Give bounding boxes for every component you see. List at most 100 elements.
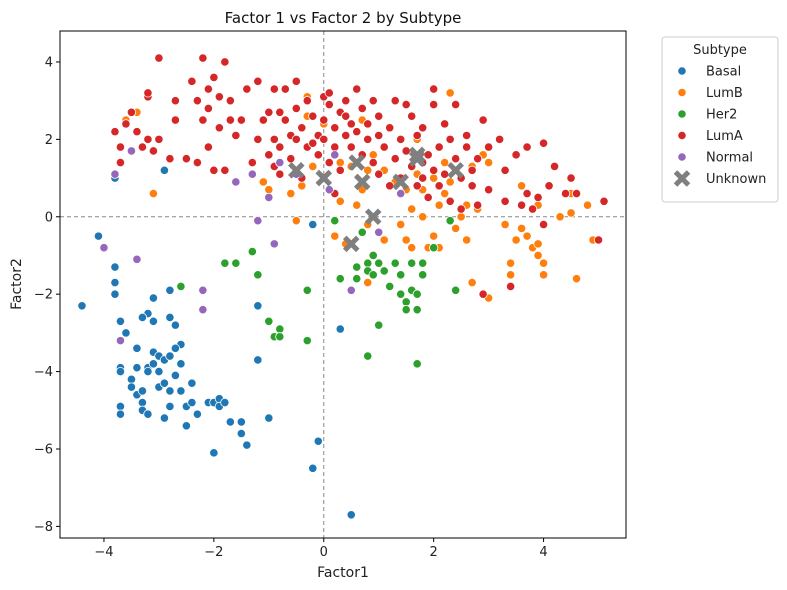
legend: Subtype Basal LumB Her2 LumA Normal Unknown xyxy=(661,36,779,203)
data-point-luma xyxy=(440,169,450,179)
data-point-luma xyxy=(423,150,433,160)
data-point-luma xyxy=(407,111,417,121)
data-point-luma xyxy=(527,204,538,214)
data-point-luma xyxy=(341,111,351,121)
data-point-luma xyxy=(137,142,148,152)
data-point-basal xyxy=(181,421,191,431)
data-point-basal xyxy=(137,397,148,408)
data-point-lumb xyxy=(538,258,549,268)
data-point-basal xyxy=(165,312,175,322)
legend-label-lumb: LumB xyxy=(706,86,743,101)
data-point-her2 xyxy=(401,305,411,315)
data-point-luma xyxy=(319,134,329,144)
data-point-lumb xyxy=(462,235,472,245)
data-point-basal xyxy=(143,366,153,377)
data-point-lumb xyxy=(467,277,477,288)
data-point-lumb xyxy=(506,258,516,268)
data-point-unknown xyxy=(447,162,464,179)
legend-label-luma: LumA xyxy=(706,129,743,144)
data-point-basal xyxy=(313,436,323,446)
data-point-luma xyxy=(473,200,483,210)
data-point-normal xyxy=(110,169,120,179)
data-point-luma xyxy=(445,196,455,206)
data-point-basal xyxy=(148,359,159,369)
data-point-normal xyxy=(264,192,274,203)
data-point-luma xyxy=(500,165,510,175)
y-tick-label: −2 xyxy=(34,288,53,303)
data-point-luma xyxy=(341,96,351,106)
data-point-luma xyxy=(275,142,285,152)
data-point-lumb xyxy=(335,157,345,168)
data-point-luma xyxy=(396,134,406,144)
data-point-luma xyxy=(170,96,180,106)
data-point-basal xyxy=(236,417,246,427)
data-point-basal xyxy=(308,219,318,230)
data-point-basal xyxy=(236,428,246,439)
data-point-lumb xyxy=(440,188,450,199)
data-point-luma xyxy=(363,119,373,129)
data-point-luma xyxy=(242,84,252,94)
data-point-her2 xyxy=(335,274,345,284)
data-point-luma xyxy=(456,204,466,214)
legend-box xyxy=(661,36,779,203)
data-point-luma xyxy=(198,115,208,125)
data-point-basal xyxy=(132,363,142,373)
data-point-her2 xyxy=(374,320,384,330)
data-point-luma xyxy=(418,173,428,183)
data-point-lumb xyxy=(429,173,439,183)
data-point-basal xyxy=(126,374,137,384)
data-point-luma xyxy=(324,157,334,168)
data-point-luma xyxy=(346,142,356,152)
y-tick-label: 4 xyxy=(45,55,53,70)
data-point-lumb xyxy=(456,212,466,222)
data-point-basal xyxy=(115,366,126,377)
series-normal xyxy=(99,146,406,346)
data-point-luma xyxy=(533,192,543,203)
data-point-her2 xyxy=(429,243,439,253)
data-point-normal xyxy=(269,239,279,249)
x-tick-label: 4 xyxy=(539,545,547,560)
y-tick-label: 0 xyxy=(45,210,53,225)
data-point-lumb xyxy=(418,212,428,222)
data-point-luma xyxy=(401,99,411,110)
data-point-basal xyxy=(187,378,197,388)
data-point-luma xyxy=(511,150,521,160)
data-point-luma xyxy=(462,130,472,141)
data-point-basal xyxy=(137,312,148,322)
data-point-unknown xyxy=(408,146,426,164)
data-point-lumb xyxy=(357,185,367,195)
x-axis-title: Factor1 xyxy=(317,565,369,581)
data-point-luma xyxy=(253,76,263,86)
data-point-luma xyxy=(352,84,362,94)
data-point-lumb xyxy=(407,243,417,253)
data-point-luma xyxy=(429,165,439,175)
data-point-lumb xyxy=(538,270,549,280)
data-point-her2 xyxy=(357,227,367,237)
data-point-luma xyxy=(280,84,290,94)
data-point-luma xyxy=(429,84,439,94)
data-point-normal xyxy=(115,336,126,346)
y-tick-label: −4 xyxy=(34,365,53,380)
series-unknown xyxy=(288,146,464,253)
data-point-luma xyxy=(264,150,274,160)
data-point-basal xyxy=(121,328,131,338)
data-point-luma xyxy=(214,123,224,133)
axes-frame xyxy=(59,30,627,539)
legend-title: Subtype xyxy=(693,43,747,58)
data-point-luma xyxy=(599,196,609,206)
data-point-luma xyxy=(434,181,444,191)
data-point-luma xyxy=(143,88,153,98)
data-point-luma xyxy=(170,115,180,125)
data-point-lumb xyxy=(555,212,565,222)
data-point-luma xyxy=(181,154,191,164)
data-point-luma xyxy=(264,107,274,117)
data-point-luma xyxy=(313,150,323,160)
data-point-lumb xyxy=(566,208,576,218)
data-point-normal xyxy=(247,169,257,179)
data-point-her2 xyxy=(368,270,378,280)
data-point-luma xyxy=(418,123,428,133)
data-point-lumb xyxy=(335,196,345,206)
data-point-luma xyxy=(423,192,433,203)
data-point-luma xyxy=(467,181,477,191)
data-point-luma xyxy=(280,115,290,125)
